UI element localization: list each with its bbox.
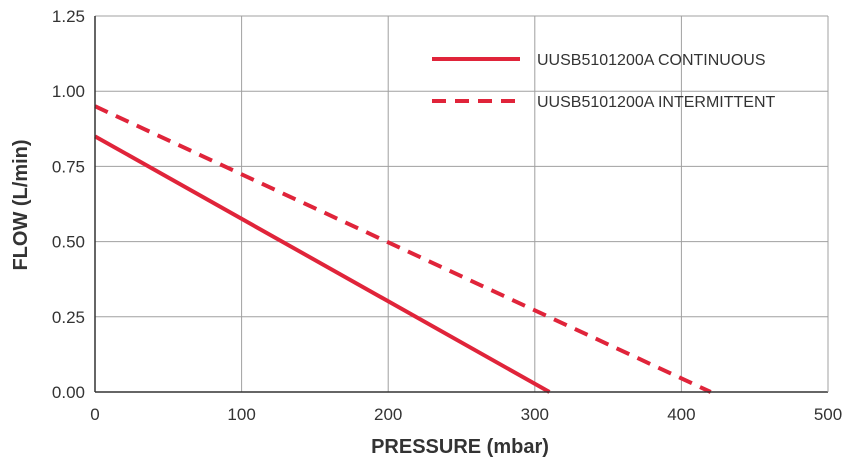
y-tick-label: 0.75 [52,157,85,176]
x-tick-label: 500 [814,405,842,424]
legend-label-continuous: UUSB5101200A CONTINUOUS [537,52,766,69]
x-axis-title: PRESSURE (mbar) [371,436,549,458]
y-tick-label: 0.25 [52,308,85,327]
y-axis-title: FLOW (L/min) [10,139,32,270]
axes [94,16,829,393]
series-line-intermittent [94,104,712,394]
tick-labels: 0 100 200 300 400 500 0.00 0.25 0.50 0.75 1.00 1.25 [52,7,842,424]
y-tick-label: 0.50 [52,233,85,252]
legend-label-intermittent: UUSB5101200A INTERMITTENT [537,94,776,111]
y-tick-label: 0.00 [52,383,85,402]
y-tick-label: 1.25 [52,7,85,26]
y-tick-label: 1.00 [52,82,85,101]
grid [95,15,829,392]
x-tick-label: 400 [667,405,695,424]
x-tick-label: 200 [374,405,402,424]
series-layer [94,104,712,394]
x-tick-label: 0 [90,405,99,424]
legend: UUSB5101200A CONTINUOUS UUSB5101200A INT… [432,52,776,111]
series-line-continuous [94,134,551,394]
x-tick-label: 100 [227,405,255,424]
x-tick-label: 300 [521,405,549,424]
